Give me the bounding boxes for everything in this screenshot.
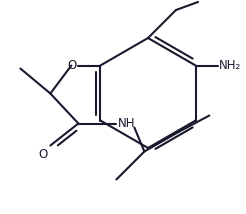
Text: NH: NH <box>118 117 136 130</box>
Text: NH₂: NH₂ <box>219 59 241 72</box>
Text: O: O <box>38 149 47 162</box>
Text: O: O <box>67 59 76 72</box>
